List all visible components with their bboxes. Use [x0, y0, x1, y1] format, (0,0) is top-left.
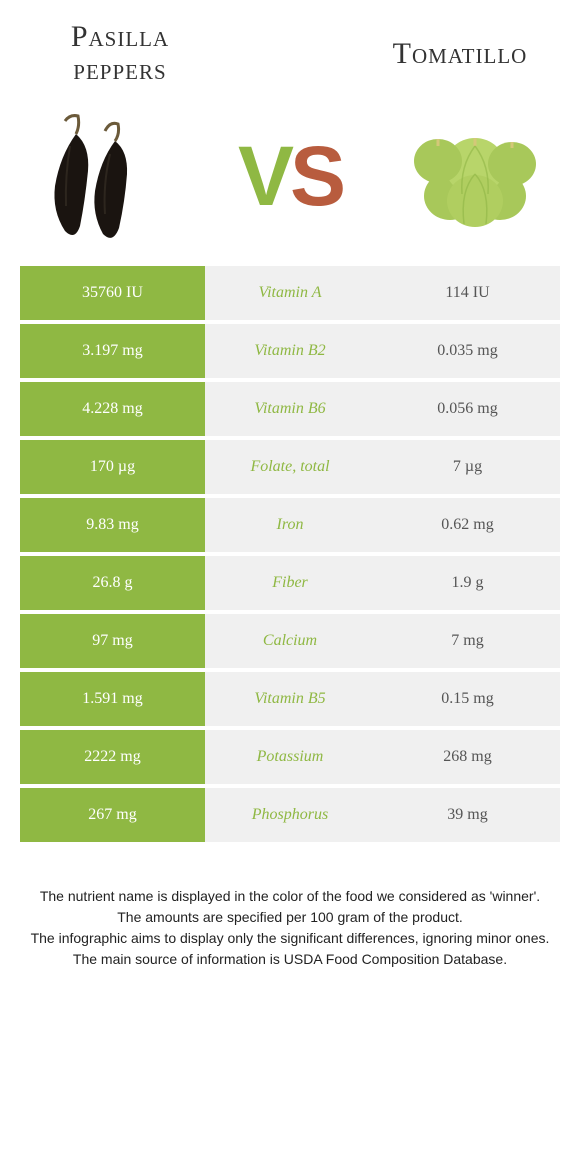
footer-line-1: The nutrient name is displayed in the co… [30, 886, 550, 907]
left-value-cell: 9.83 mg [20, 498, 205, 552]
right-food-title: Tomatillo [370, 37, 550, 70]
left-value-cell: 1.591 mg [20, 672, 205, 726]
vs-s: S [290, 129, 342, 223]
table-row: 267 mgPhosphorus39 mg [20, 788, 560, 842]
left-value-cell: 4.228 mg [20, 382, 205, 436]
nutrient-label-cell: Fiber [205, 556, 375, 610]
right-value-cell: 0.62 mg [375, 498, 560, 552]
right-value-cell: 0.056 mg [375, 382, 560, 436]
table-row: 170 µgFolate, total7 µg [20, 440, 560, 494]
images-row: VS [0, 96, 580, 266]
table-row: 4.228 mgVitamin B60.056 mg [20, 382, 560, 436]
nutrient-label-cell: Vitamin B2 [205, 324, 375, 378]
nutrient-label-cell: Vitamin B5 [205, 672, 375, 726]
table-row: 9.83 mgIron0.62 mg [20, 498, 560, 552]
nutrient-label-cell: Calcium [205, 614, 375, 668]
left-food-title: Pasilla peppers [30, 20, 210, 86]
tomatillo-illustration [400, 106, 550, 246]
footer-notes: The nutrient name is displayed in the co… [0, 846, 580, 1000]
table-row: 26.8 gFiber1.9 g [20, 556, 560, 610]
footer-line-2: The amounts are specified per 100 gram o… [30, 907, 550, 928]
right-value-cell: 114 IU [375, 266, 560, 320]
left-value-cell: 2222 mg [20, 730, 205, 784]
left-value-cell: 3.197 mg [20, 324, 205, 378]
vs-label: VS [238, 128, 342, 225]
right-value-cell: 0.035 mg [375, 324, 560, 378]
right-value-cell: 1.9 g [375, 556, 560, 610]
left-value-cell: 267 mg [20, 788, 205, 842]
right-value-cell: 0.15 mg [375, 672, 560, 726]
left-value-cell: 26.8 g [20, 556, 205, 610]
right-value-cell: 7 µg [375, 440, 560, 494]
footer-line-3: The infographic aims to display only the… [30, 928, 550, 949]
left-value-cell: 35760 IU [20, 266, 205, 320]
footer-line-4: The main source of information is USDA F… [30, 949, 550, 970]
nutrient-label-cell: Iron [205, 498, 375, 552]
infographic-container: Pasilla peppers Tomatillo VS [0, 0, 580, 1000]
vs-v: V [238, 129, 290, 223]
nutrient-label-cell: Vitamin B6 [205, 382, 375, 436]
left-value-cell: 97 mg [20, 614, 205, 668]
right-value-cell: 268 mg [375, 730, 560, 784]
right-value-cell: 39 mg [375, 788, 560, 842]
nutrient-table: 35760 IUVitamin A114 IU3.197 mgVitamin B… [20, 266, 560, 842]
table-row: 97 mgCalcium7 mg [20, 614, 560, 668]
table-row: 1.591 mgVitamin B50.15 mg [20, 672, 560, 726]
pasilla-illustration [30, 106, 180, 246]
nutrient-label-cell: Potassium [205, 730, 375, 784]
table-row: 3.197 mgVitamin B20.035 mg [20, 324, 560, 378]
table-row: 2222 mgPotassium268 mg [20, 730, 560, 784]
header-row: Pasilla peppers Tomatillo [0, 0, 580, 96]
right-value-cell: 7 mg [375, 614, 560, 668]
nutrient-label-cell: Vitamin A [205, 266, 375, 320]
nutrient-label-cell: Folate, total [205, 440, 375, 494]
nutrient-label-cell: Phosphorus [205, 788, 375, 842]
left-value-cell: 170 µg [20, 440, 205, 494]
table-row: 35760 IUVitamin A114 IU [20, 266, 560, 320]
